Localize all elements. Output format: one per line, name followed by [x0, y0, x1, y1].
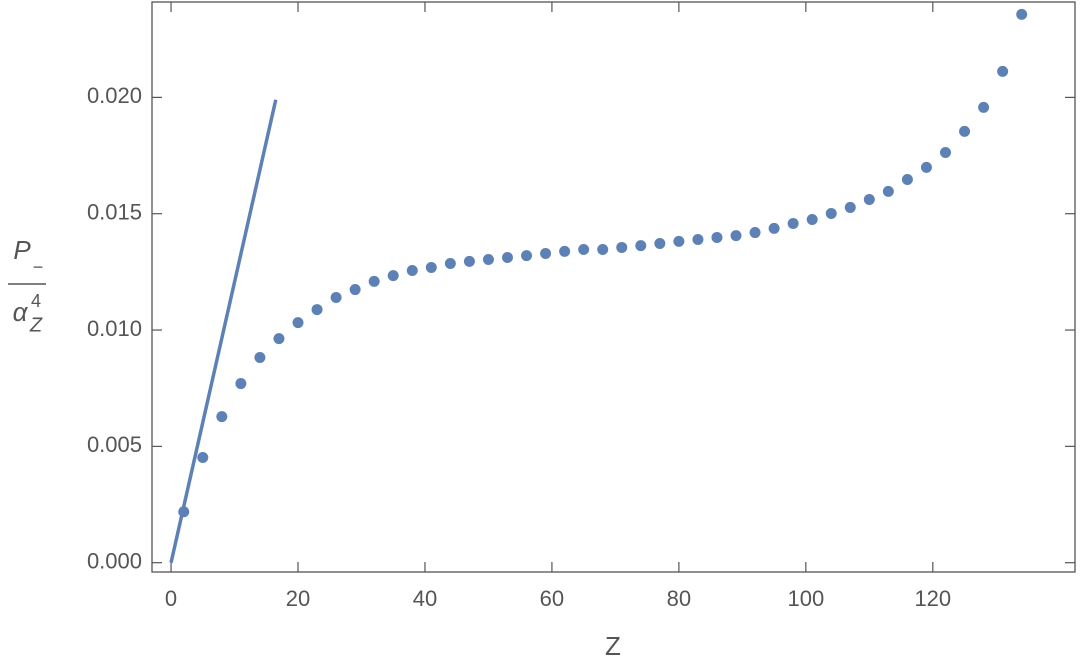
point	[749, 227, 761, 239]
point	[654, 237, 666, 249]
point	[920, 161, 932, 173]
point	[940, 147, 952, 159]
point	[597, 244, 609, 256]
point	[1016, 8, 1028, 20]
point	[635, 240, 647, 252]
point	[444, 258, 456, 270]
y-tick-label: 0.000	[87, 549, 142, 574]
x-tick-label: 100	[787, 586, 824, 611]
point	[216, 411, 228, 423]
x-tick-label: 0	[165, 586, 177, 611]
x-tick-label: 20	[286, 586, 310, 611]
point	[559, 245, 571, 257]
x-tick-label: 60	[540, 586, 564, 611]
point	[178, 506, 190, 518]
line	[169, 99, 278, 564]
point	[521, 250, 533, 262]
point	[806, 214, 818, 226]
y-label-denominator-sup: 4	[31, 291, 41, 311]
point	[673, 235, 685, 247]
point	[254, 351, 266, 363]
point	[844, 201, 856, 213]
y-axis-label: P − α Z 4	[8, 235, 46, 336]
point	[197, 452, 209, 464]
point	[292, 317, 304, 329]
point	[311, 304, 323, 316]
point	[901, 174, 913, 186]
point	[959, 125, 971, 137]
x-tick-label: 80	[667, 586, 691, 611]
point	[273, 333, 285, 345]
point	[349, 284, 361, 296]
y-label-numerator-sub: −	[33, 257, 44, 277]
point	[540, 247, 552, 259]
point	[425, 261, 437, 273]
point	[463, 255, 475, 267]
point	[730, 230, 742, 242]
point	[882, 185, 894, 197]
y-tick-label: 0.015	[87, 200, 142, 225]
point	[768, 222, 780, 234]
y-label-denominator-sub: Z	[29, 314, 43, 336]
x-axis-label: Z	[605, 631, 621, 661]
y-label-numerator: P	[13, 235, 31, 265]
y-label-denominator: α	[13, 297, 29, 327]
point	[235, 378, 247, 390]
point	[330, 291, 342, 303]
point	[482, 254, 494, 266]
point	[711, 231, 723, 243]
point	[692, 234, 704, 246]
y-tick-label: 0.010	[87, 316, 142, 341]
plot-frame	[151, 1, 1076, 573]
point	[825, 207, 837, 219]
y-tick-label: 0.020	[87, 83, 142, 108]
point	[863, 194, 875, 206]
point	[578, 244, 590, 256]
point	[616, 241, 628, 253]
x-tick-label: 120	[914, 586, 951, 611]
point	[387, 270, 399, 282]
point	[997, 65, 1009, 77]
point	[368, 275, 380, 287]
x-tick-label: 40	[413, 586, 437, 611]
point	[978, 101, 990, 113]
point	[406, 264, 418, 276]
point	[501, 251, 513, 263]
y-tick-label: 0.005	[87, 432, 142, 457]
point	[787, 217, 799, 229]
